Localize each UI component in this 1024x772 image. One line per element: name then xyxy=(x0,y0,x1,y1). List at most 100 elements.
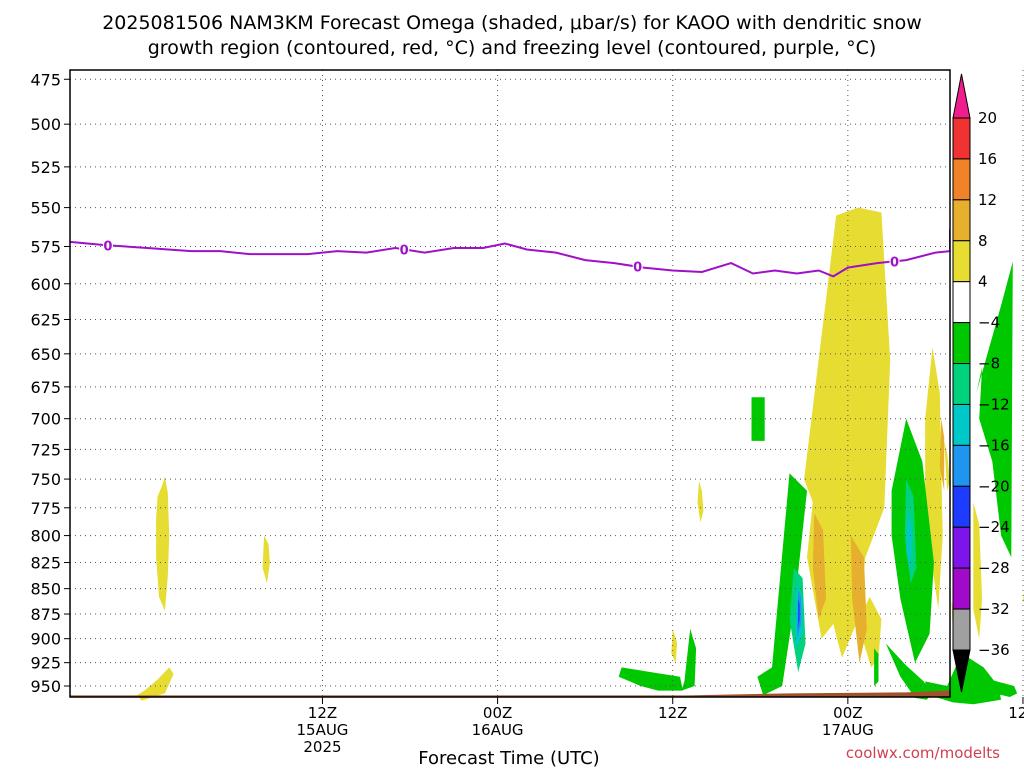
y-tick-label-875: 875 xyxy=(30,605,61,624)
omega-region-12 xyxy=(812,513,826,619)
colorbar-swatch-4 xyxy=(952,281,971,324)
colorbar-label-6: −8 xyxy=(978,355,1000,373)
omega-region-24 xyxy=(681,628,697,691)
colorbar-label-4: 4 xyxy=(978,273,988,291)
colorbar-swatch-1 xyxy=(952,158,971,201)
colorbar-swatch-6 xyxy=(952,363,971,405)
grid xyxy=(70,70,1024,697)
y-tick-label-850: 850 xyxy=(30,580,61,599)
omega-region-1 xyxy=(137,667,174,701)
freezing-level-label-0: 0 xyxy=(103,239,112,254)
omega-region-4 xyxy=(804,207,891,658)
x-tick-label-0-0: 12Z xyxy=(308,704,337,722)
plot-frame xyxy=(69,69,951,698)
colorbar-label-11: −28 xyxy=(978,559,1010,577)
omega-region-15 xyxy=(757,473,807,696)
freezing-label-bg-0 xyxy=(102,238,113,253)
omega-region-21 xyxy=(986,678,1018,697)
colorbar-label-7: −12 xyxy=(978,395,1010,413)
colorbar-swatch-12 xyxy=(952,608,971,651)
terrain xyxy=(70,690,950,697)
freezing-label-bg-3 xyxy=(889,254,900,269)
x-axis-label: Forecast Time (UTC) xyxy=(418,748,599,768)
x-tick-label-12-1: 16AUG xyxy=(472,721,524,739)
freezing-label-bg-2 xyxy=(632,259,643,274)
y-tick-label-825: 825 xyxy=(30,554,61,573)
colorbar-top-arrow xyxy=(952,73,971,119)
chart-title-line2: growth region (contoured, red, °C) and f… xyxy=(148,37,877,59)
omega-region-6 xyxy=(925,347,943,609)
time-axis: 12Z15AUG202500Z16AUG12Z00Z17AUG12Z xyxy=(296,697,1024,756)
x-tick-label-24-0: 12Z xyxy=(658,704,687,722)
y-tick-label-800: 800 xyxy=(30,527,61,546)
freezing-level-label-2: 0 xyxy=(633,261,642,276)
y-tick-label-700: 700 xyxy=(30,410,61,429)
freezing-label-bg-1 xyxy=(399,242,410,257)
colorbar-bottom-arrow xyxy=(952,649,971,693)
y-tick-label-725: 725 xyxy=(30,440,61,459)
omega-colorbar: 20 16 12 8 4 −4 −8 −12 −16 −20 −24 −28 −32 −36 xyxy=(952,73,1010,693)
colorbar-swatch-8 xyxy=(952,444,971,487)
omega-region-14 xyxy=(939,418,945,491)
y-tick-label-575: 575 xyxy=(30,238,61,257)
colorbar-swatch-9 xyxy=(952,485,971,528)
y-tick-label-600: 600 xyxy=(30,275,61,294)
plot-area: 0 0 0 0 xyxy=(69,69,1024,705)
colorbar-label-3: 8 xyxy=(978,232,988,250)
omega-region-31 xyxy=(798,598,800,629)
y-tick-label-475: 475 xyxy=(30,70,61,89)
omega-region-13 xyxy=(850,535,867,663)
y-tick-label-650: 650 xyxy=(30,345,61,364)
plot-background xyxy=(70,70,950,697)
y-tick-label-750: 750 xyxy=(30,470,61,489)
y-tick-label-625: 625 xyxy=(30,310,61,329)
colorbar-label-8: −16 xyxy=(978,436,1010,454)
colorbar-label-1: 16 xyxy=(978,150,997,168)
chart-title-line1: 2025081506 NAM3KM Forecast Omega (shaded… xyxy=(102,12,922,34)
x-tick-label-0-2: 2025 xyxy=(303,738,341,756)
omega-region-3 xyxy=(697,481,704,523)
colorbar-swatch-0 xyxy=(952,117,971,160)
omega-region-29 xyxy=(906,507,913,574)
pressure-axis: 475 500 525 550 575 600 625 650 675 700 725 750 775 8… xyxy=(30,70,70,696)
colorbar-swatch-11 xyxy=(952,567,971,610)
colorbar-label-12: −32 xyxy=(978,600,1010,618)
colorbar-label-9: −20 xyxy=(978,477,1010,495)
omega-region-2 xyxy=(262,535,270,584)
colorbar-label-0: 20 xyxy=(978,109,997,127)
freezing-level-line xyxy=(70,229,950,278)
colorbar-swatch-5 xyxy=(952,322,971,365)
y-tick-label-550: 550 xyxy=(30,199,61,218)
y-tick-label-500: 500 xyxy=(30,115,61,134)
y-tick-label-525: 525 xyxy=(30,158,61,177)
omega-region-17 xyxy=(874,648,879,686)
x-tick-label-12-0: 00Z xyxy=(483,704,512,722)
colorbar-label-5: −4 xyxy=(978,314,1000,332)
x-tick-label-36-0: 00Z xyxy=(833,704,862,722)
colorbar-swatch-3 xyxy=(952,240,971,283)
y-tick-label-900: 900 xyxy=(30,630,61,649)
omega-region-0 xyxy=(156,476,170,611)
omega-region-22 xyxy=(976,261,1013,558)
omega-region-11 xyxy=(671,628,678,663)
y-tick-label-925: 925 xyxy=(30,654,61,673)
omega-region-5 xyxy=(862,596,882,668)
x-tick-label-48-0: 12Z xyxy=(1008,704,1024,722)
colorbar-label-10: −24 xyxy=(978,518,1010,536)
y-tick-label-675: 675 xyxy=(30,378,61,397)
omega-region-9 xyxy=(973,502,983,639)
freezing-level-label-3: 0 xyxy=(890,255,899,270)
x-tick-label-36-1: 17AUG xyxy=(822,721,874,739)
colorbar-label-2: 12 xyxy=(978,191,997,209)
y-tick-label-950: 950 xyxy=(30,677,61,696)
y-tick-label-775: 775 xyxy=(30,499,61,518)
colorbar-swatch-10 xyxy=(952,526,971,569)
x-tick-label-0-1: 15AUG xyxy=(296,721,348,739)
credit-text: coolwx.com/modelts xyxy=(846,744,1000,762)
omega-region-23 xyxy=(618,667,683,691)
omega-region-7 xyxy=(944,440,950,491)
freezing-level-label-1: 0 xyxy=(400,243,409,258)
colorbar-label-13: −36 xyxy=(978,641,1010,659)
omega-region-16 xyxy=(751,397,765,441)
